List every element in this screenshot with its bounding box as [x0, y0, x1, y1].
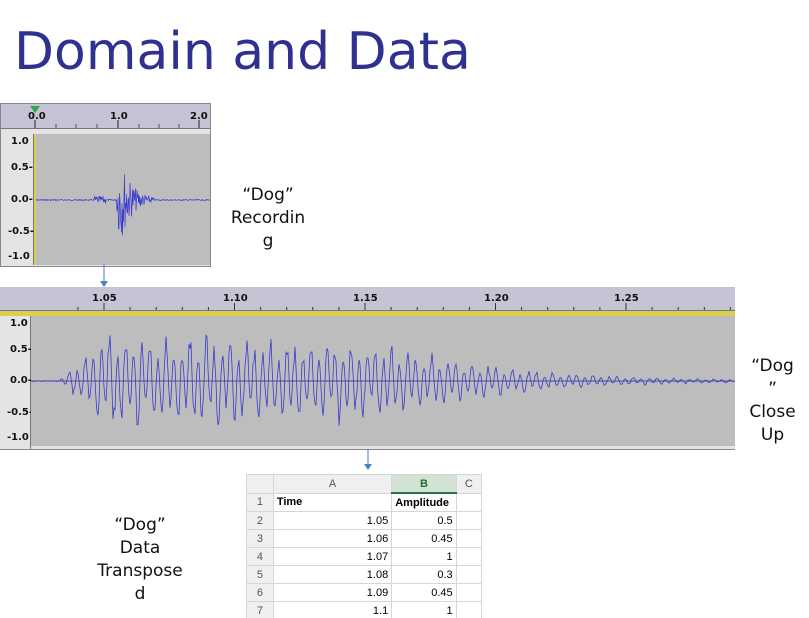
ruler-ticks [30, 106, 200, 128]
cell-b[interactable]: 0.45 [391, 529, 457, 548]
cell-b[interactable]: Amplitude [391, 492, 457, 512]
amplitude-axis [1, 134, 34, 265]
cell-b[interactable]: 0.45 [391, 583, 457, 602]
waveform-path [34, 174, 210, 236]
spreadsheet-grid: A B C 1 Time Amplitude 2 1.05 0.5 3 1.06… [246, 474, 482, 618]
cell-b[interactable]: 1 [391, 601, 457, 618]
table-row: 5 1.08 0.3 [246, 565, 482, 584]
cell-a[interactable]: 1.06 [272, 529, 393, 548]
cell-b[interactable]: 0.5 [391, 511, 457, 530]
cell-a[interactable]: 1.08 [272, 565, 393, 584]
cell-c[interactable] [455, 492, 482, 512]
playhead-marker-icon[interactable] [30, 106, 40, 113]
audio-closeup-view: 1.05 1.10 1.15 1.20 1.25 1.0 0.5- 0.0- -… [0, 287, 735, 450]
row-number[interactable]: 4 [246, 547, 274, 566]
caption-dog-recording: “Dog” Recordin g [230, 185, 306, 251]
row-number[interactable]: 6 [246, 583, 274, 602]
waveform-track[interactable] [34, 134, 210, 265]
cell-a[interactable]: 1.09 [272, 583, 393, 602]
ruler-label: 1.10 [223, 293, 248, 304]
y-label: 0.5- [11, 162, 33, 173]
cell-b[interactable]: 0.3 [391, 565, 457, 584]
ruler-ticks [77, 303, 731, 310]
y-label: -1.0 [7, 432, 29, 443]
audio-recording-view: 0.0 1.0 2.0 1.0 0.5- 0.0- -0.5- -1.0 [0, 103, 211, 267]
y-label: -0.5- [7, 407, 34, 418]
cell-a[interactable]: Time [272, 492, 393, 512]
cell-a[interactable]: 1.07 [272, 547, 393, 566]
y-label: 1.0 [11, 136, 29, 147]
ruler-label: 1.05 [92, 293, 117, 304]
table-row: 1 Time Amplitude [246, 492, 482, 512]
ruler-label: 0.0 [28, 111, 46, 122]
page-title: Domain and Data [14, 22, 471, 82]
cell-c[interactable] [455, 511, 482, 530]
track-top-border [0, 311, 735, 316]
cell-a[interactable]: 1.05 [272, 511, 393, 530]
y-label: -1.0 [8, 251, 30, 262]
cell-c[interactable] [455, 565, 482, 584]
column-header-c[interactable]: C [455, 474, 482, 494]
ruler-label: 1.25 [614, 293, 639, 304]
caption-dog-closeup: “Dog ” Close Up [749, 356, 796, 445]
ruler-label: 1.0 [110, 111, 128, 122]
ruler-label: 2.0 [190, 111, 208, 122]
ruler-label: 1.20 [484, 293, 509, 304]
column-header-b[interactable]: B [391, 474, 457, 494]
y-label: -0.5- [8, 226, 35, 237]
arrow-down-icon [364, 449, 372, 470]
y-label: 0.0- [11, 194, 33, 205]
cell-c[interactable] [455, 583, 482, 602]
cell-c[interactable] [455, 529, 482, 548]
row-number[interactable]: 5 [246, 565, 274, 584]
column-header-a[interactable]: A [272, 474, 393, 494]
table-row: 2 1.05 0.5 [246, 511, 482, 530]
selection-start-line [34, 134, 36, 265]
row-number[interactable]: 7 [246, 601, 274, 618]
timeline-ruler[interactable] [0, 287, 735, 311]
cell-a[interactable]: 1.1 [272, 601, 393, 618]
table-row: 3 1.06 0.45 [246, 529, 482, 548]
row-number[interactable]: 3 [246, 529, 274, 548]
waveform [34, 174, 210, 236]
row-number[interactable]: 2 [246, 511, 274, 530]
cell-c[interactable] [455, 601, 482, 618]
row-number[interactable]: 1 [246, 492, 274, 512]
y-label: 1.0 [10, 318, 28, 329]
caption-dog-data: “Dog” Data Transpose d [97, 515, 183, 604]
corner-cell[interactable] [246, 474, 274, 494]
waveform [31, 334, 735, 426]
spreadsheet: A B C 1 Time Amplitude 2 1.05 0.5 3 1.06… [246, 474, 482, 618]
y-label: 0.5- [10, 344, 32, 355]
table-row: 4 1.07 1 [246, 547, 482, 566]
table-row: 6 1.09 0.45 [246, 583, 482, 602]
waveform-path [31, 334, 735, 426]
cell-b[interactable]: 1 [391, 547, 457, 566]
y-label: 0.0- [10, 375, 32, 386]
table-row: 7 1.1 1 [246, 601, 482, 618]
ruler-label: 1.15 [353, 293, 378, 304]
arrow-down-icon [100, 264, 108, 287]
amplitude-axis [0, 316, 31, 449]
cell-c[interactable] [455, 547, 482, 566]
